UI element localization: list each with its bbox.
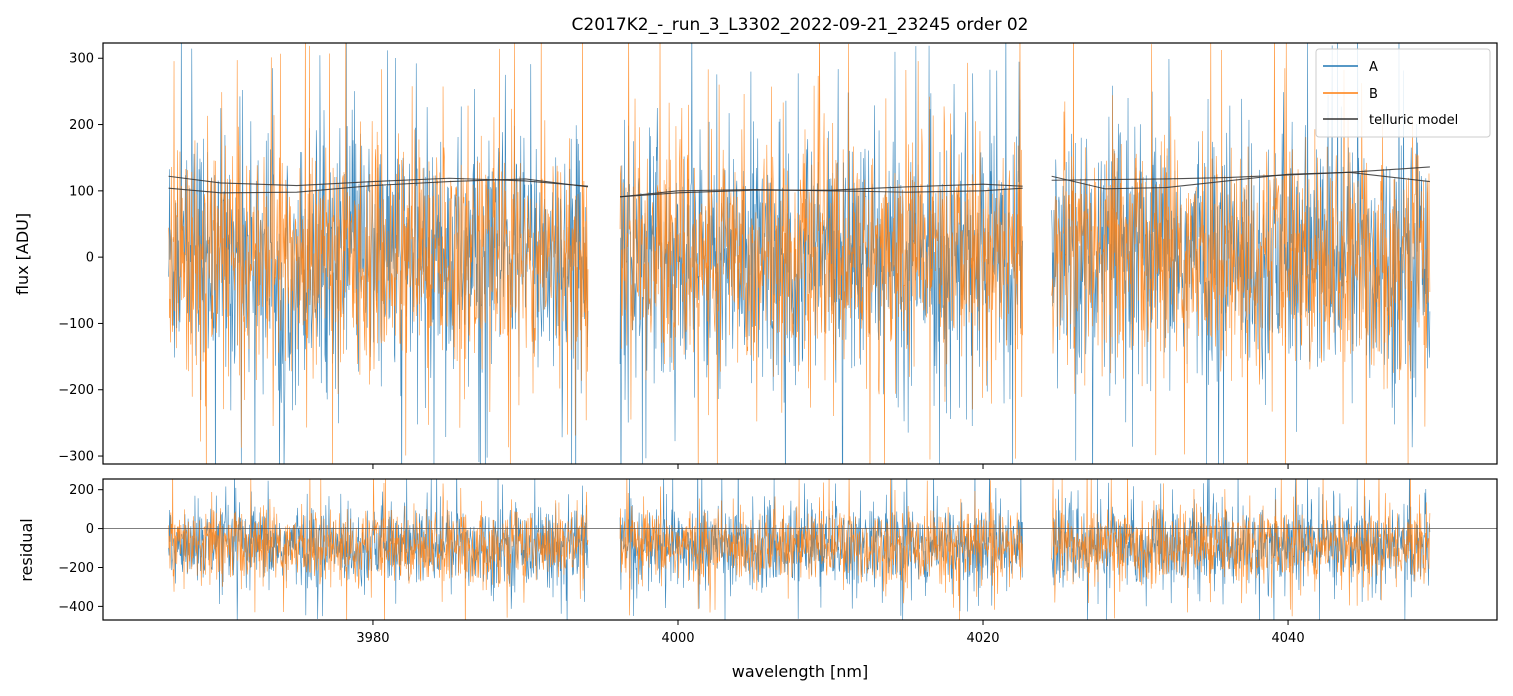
series-a-flux-segment-1	[168, 43, 589, 464]
y-tick-label: −400	[58, 600, 94, 615]
x-tick-label: 4040	[1272, 631, 1305, 646]
series-a-residual-segment-2	[619, 479, 1023, 620]
residual-panel: −400 −200 0 200 3980 4000 4020 4040 residual	[17, 478, 1498, 646]
legend-label-b: B	[1369, 87, 1378, 102]
residual-x-ticks: 3980 4000 4020 4040	[356, 620, 1305, 646]
y-tick-label: 300	[69, 52, 94, 67]
series-b-flux-segment-2	[619, 43, 1023, 464]
legend-label-telluric: telluric model	[1369, 113, 1458, 128]
legend-label-a: A	[1369, 60, 1378, 75]
residual-axes-frame	[102, 478, 1498, 621]
legend-box	[1315, 48, 1491, 138]
residual-y-ticks: −400 −200 0 200	[58, 483, 103, 615]
flux-panel: −300 −200 −100 0 100 200 300 flux [ADU]	[13, 42, 1498, 469]
flux-x-ticks	[372, 464, 1289, 469]
y-tick-label: 200	[69, 483, 94, 498]
flux-series	[168, 43, 1431, 464]
legend: A B telluric model	[1315, 48, 1491, 138]
series-b-residual-segment-1	[168, 479, 589, 620]
residual-y-axis-label: residual	[17, 518, 36, 581]
x-tick-label: 4020	[966, 631, 999, 646]
chart-title: C2017K2_-_run_3_L3302_2022-09-21_23245 o…	[572, 15, 1029, 35]
y-tick-label: 0	[86, 251, 94, 266]
y-tick-label: 100	[69, 184, 94, 199]
x-tick-label: 3980	[356, 631, 389, 646]
y-tick-label: −100	[58, 317, 94, 332]
x-tick-label: 4000	[661, 631, 694, 646]
y-tick-label: 0	[86, 522, 94, 537]
series-b-residual-segment-2	[619, 479, 1023, 620]
y-tick-label: 200	[69, 118, 94, 133]
series-b-flux-segment-1	[168, 43, 589, 464]
y-tick-label: −200	[58, 383, 94, 398]
flux-y-axis-label: flux [ADU]	[13, 213, 32, 295]
residual-series	[103, 479, 1497, 620]
y-tick-label: −300	[58, 450, 94, 465]
series-b-residual-segment-3	[1051, 479, 1431, 619]
flux-axes-frame	[102, 42, 1498, 465]
flux-y-ticks: −300 −200 −100 0 100 200 300	[58, 52, 103, 465]
y-tick-label: −200	[58, 561, 94, 576]
telluric-model-line-2	[168, 166, 1430, 198]
series-b-flux-segment-3	[1051, 43, 1431, 464]
x-axis-label: wavelength [nm]	[732, 662, 869, 681]
